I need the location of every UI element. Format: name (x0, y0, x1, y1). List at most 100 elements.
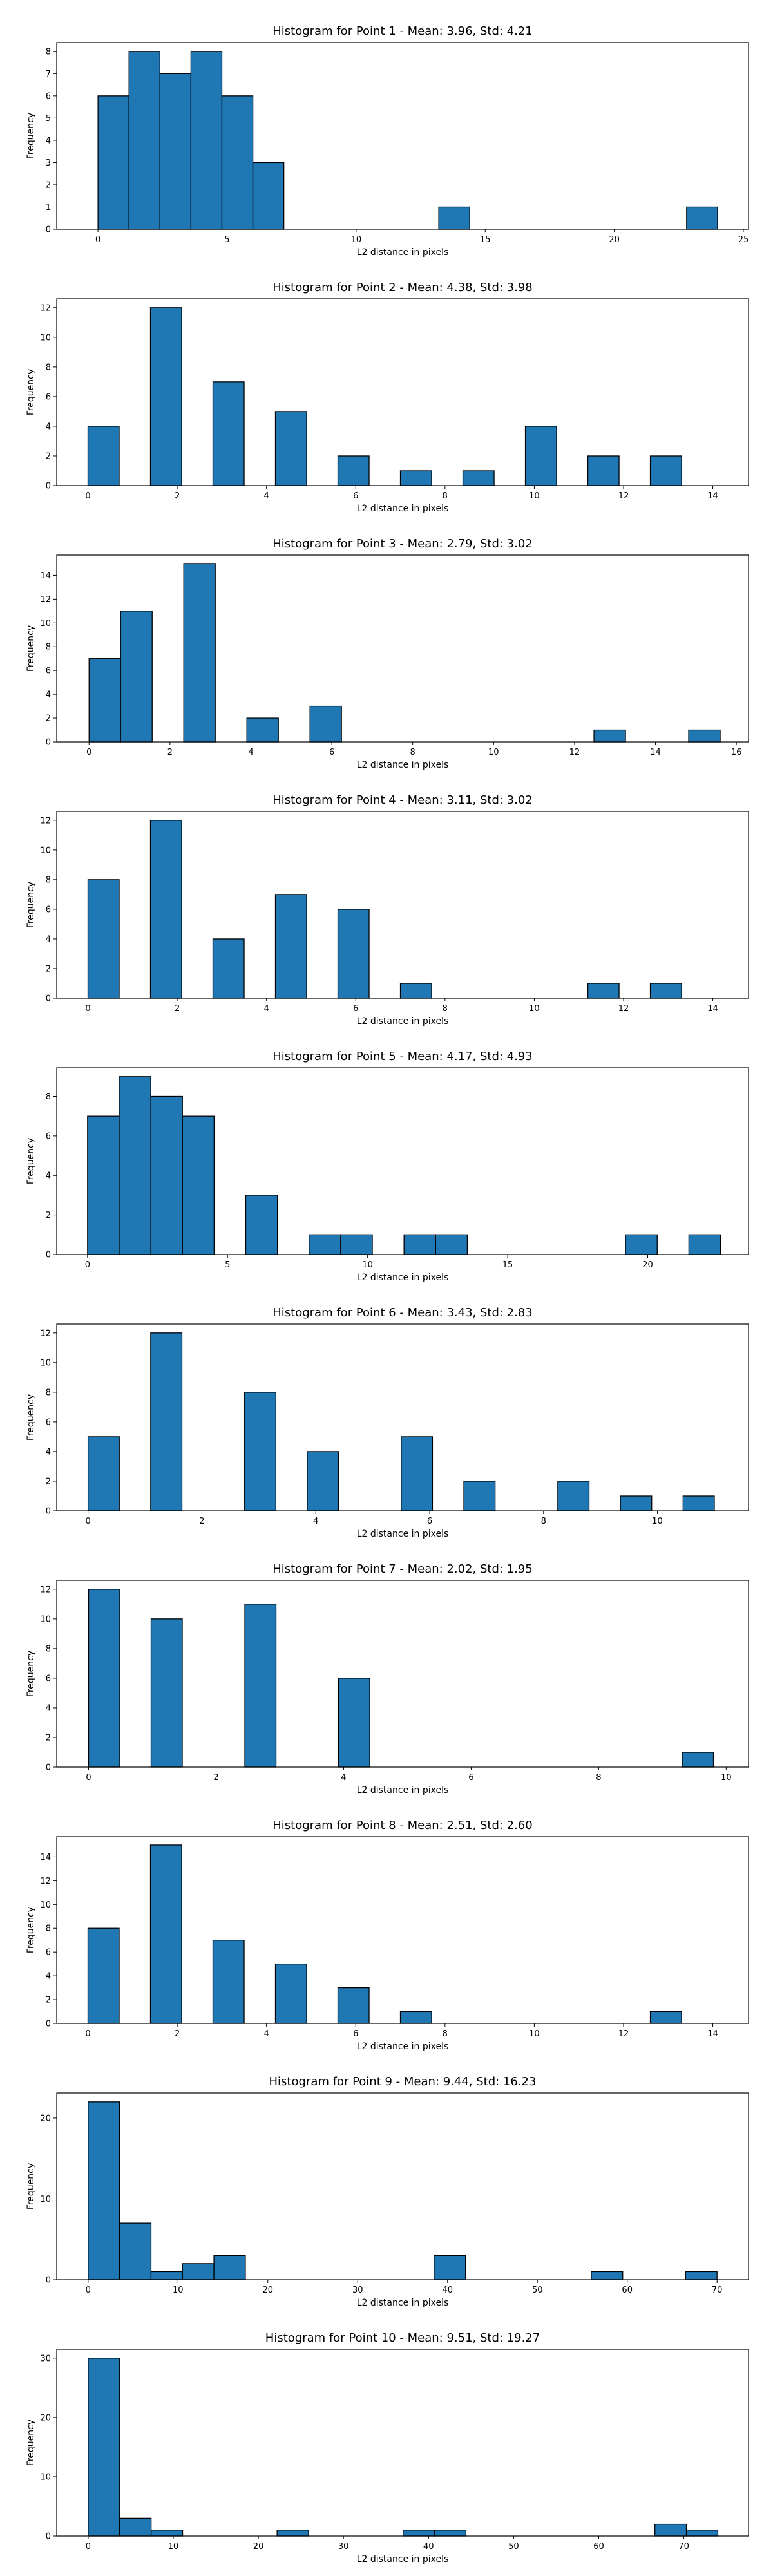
x-axis-label: L2 distance in pixels (357, 247, 449, 258)
x-tick-label: 25 (738, 235, 749, 245)
y-tick-label: 6 (46, 1948, 51, 1958)
y-tick-label: 4 (46, 690, 51, 700)
y-axis-label: Frequency (26, 1138, 36, 1184)
histogram-bar (337, 1987, 370, 2024)
histogram-bar (274, 1963, 307, 2024)
y-tick-label: 4 (46, 1972, 51, 1982)
histogram-bar (686, 206, 718, 230)
y-tick-label: 10 (40, 2472, 51, 2482)
x-tick-label: 10 (351, 235, 362, 245)
histogram-bar (649, 983, 682, 999)
x-tick-label: 15 (480, 235, 491, 245)
x-tick-label: 2 (167, 748, 173, 757)
y-tick-label: 10 (40, 1358, 51, 1368)
histogram-bar (244, 1604, 277, 1768)
chart-title: Histogram for Point 1 - Mean: 3.96, Std:… (272, 24, 533, 38)
y-axis-label: Frequency (26, 1394, 36, 1441)
histogram-bar (213, 2255, 246, 2280)
y-tick-label: 10 (40, 333, 51, 343)
x-tick-label: 6 (329, 748, 334, 757)
x-tick-label: 30 (352, 2286, 363, 2295)
y-tick-label: 5 (46, 114, 51, 124)
histogram-panel-6: Histogram for Point 6 - Mean: 3.43, Std:… (26, 1306, 749, 1539)
y-tick-label: 6 (46, 392, 51, 402)
histogram-bar (120, 611, 153, 743)
y-tick-label: 2 (46, 180, 51, 190)
y-tick-label: 10 (40, 619, 51, 629)
histogram-bar (274, 894, 307, 999)
histogram-panel-7: Histogram for Point 7 - Mean: 2.02, Std:… (26, 1562, 749, 1795)
x-tick-label: 40 (442, 2286, 453, 2295)
histogram-bar (463, 1481, 496, 1511)
x-tick-label: 2 (175, 491, 180, 501)
x-tick-label: 40 (423, 2542, 434, 2552)
y-tick-label: 8 (46, 1388, 51, 1397)
x-tick-label: 4 (341, 1773, 346, 1783)
histogram-bar (150, 2271, 183, 2280)
histogram-bar (685, 2271, 718, 2280)
y-tick-label: 0 (46, 482, 51, 491)
histogram-bar (87, 1436, 120, 1511)
x-tick-label: 14 (707, 491, 718, 501)
x-tick-label: 8 (410, 748, 415, 757)
x-tick-label: 8 (443, 2029, 448, 2039)
histogram-bar (434, 2255, 466, 2280)
histogram-bar (309, 1234, 341, 1255)
histogram-bar (688, 1234, 721, 1255)
histogram-bar (337, 455, 370, 486)
histogram-bar (399, 983, 432, 999)
histogram-bar (688, 729, 721, 743)
plot-frame (56, 2349, 749, 2537)
histogram-bar (593, 729, 626, 743)
x-tick-label: 5 (225, 1260, 230, 1270)
y-tick-label: 6 (46, 1674, 51, 1683)
x-tick-label: 10 (529, 2029, 540, 2039)
y-tick-label: 2 (46, 964, 51, 974)
histogram-bar (150, 1332, 183, 1511)
y-tick-label: 12 (40, 595, 51, 605)
y-tick-label: 12 (40, 1585, 51, 1595)
y-tick-label: 8 (46, 47, 51, 57)
y-tick-label: 4 (46, 934, 51, 944)
y-tick-label: 4 (46, 136, 51, 146)
histogram-bar (276, 2530, 309, 2537)
plot-frame (56, 1323, 749, 1511)
y-tick-label: 2 (46, 714, 51, 724)
x-tick-label: 0 (85, 2029, 90, 2039)
y-tick-label: 2 (46, 451, 51, 461)
plot-frame (56, 298, 749, 486)
x-tick-label: 60 (593, 2542, 604, 2552)
x-tick-label: 10 (529, 1004, 540, 1014)
y-tick-label: 6 (46, 1417, 51, 1427)
y-tick-label: 6 (46, 91, 51, 101)
y-tick-label: 10 (40, 1615, 51, 1624)
x-tick-label: 20 (642, 1260, 653, 1270)
x-tick-label: 4 (313, 1517, 318, 1526)
x-tick-label: 0 (85, 1517, 90, 1526)
y-tick-label: 0 (46, 2020, 51, 2029)
x-tick-label: 70 (678, 2542, 689, 2552)
x-tick-label: 10 (488, 748, 499, 757)
histogram-bar (88, 2101, 120, 2280)
x-tick-label: 20 (609, 235, 620, 245)
x-axis-label: L2 distance in pixels (357, 1785, 449, 1795)
y-tick-label: 0 (46, 2276, 51, 2286)
histogram-panel-5: Histogram for Point 5 - Mean: 4.17, Std:… (26, 1050, 749, 1283)
x-tick-label: 10 (168, 2542, 179, 2552)
x-tick-label: 0 (86, 2286, 91, 2295)
histogram-bar (435, 1234, 468, 1255)
y-axis-label: Frequency (26, 2420, 36, 2466)
y-tick-label: 6 (46, 905, 51, 914)
x-tick-label: 0 (85, 1260, 90, 1270)
x-tick-label: 12 (618, 1004, 629, 1014)
y-axis-label: Frequency (26, 882, 36, 928)
plot-frame (56, 1836, 749, 2024)
histogram-bar (150, 1095, 183, 1255)
histogram-bar (309, 705, 342, 743)
x-tick-label: 6 (427, 1517, 432, 1526)
histogram-bar (97, 95, 129, 230)
y-tick-label: 0 (46, 1251, 51, 1260)
x-tick-label: 15 (502, 1260, 513, 1270)
x-tick-label: 8 (541, 1517, 546, 1526)
